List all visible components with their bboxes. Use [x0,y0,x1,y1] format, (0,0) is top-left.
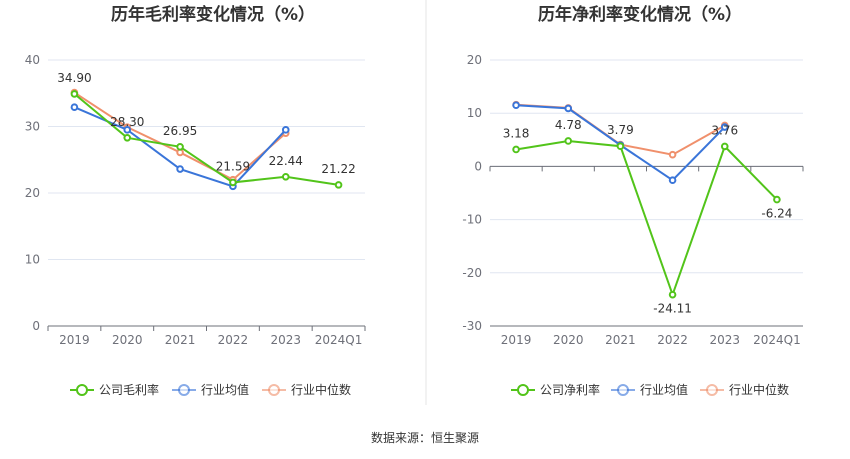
x-tick-label: 2019 [59,333,90,347]
legend-marker [706,384,718,396]
data-point [176,165,184,173]
x-tick-label: 2019 [501,333,532,347]
data-point [176,142,184,151]
data-point [512,145,520,154]
data-point [720,123,729,131]
y-tick-label: 10 [25,253,40,267]
legend-label[interactable]: 行业中位数 [729,382,789,397]
y-tick-label: -20 [462,266,482,280]
data-label: 22.44 [269,154,303,168]
data-point [70,103,79,112]
x-tick-label: 2024Q1 [753,333,801,347]
data-label: -6.24 [761,207,792,221]
data-label: 4.78 [555,118,582,132]
x-tick-label: 2022 [657,333,688,347]
data-label: 26.95 [163,124,197,138]
y-tick-label: 10 [467,106,482,120]
data-label: -24.11 [653,302,692,316]
data-label: 3.76 [711,123,738,137]
x-tick-label: 2020 [553,333,584,347]
x-tick-label: 2020 [112,333,143,347]
data-point [334,181,343,189]
data-point [668,290,677,299]
legend-marker [76,384,88,396]
data-point [281,172,290,181]
data-point [773,195,781,204]
data-label: 34.90 [57,71,91,85]
data-point [229,178,237,187]
data-point [512,101,520,110]
data-point [616,142,625,151]
data-label: 21.59 [216,159,250,173]
y-tick-label: -10 [462,213,482,227]
y-tick-label: 20 [467,53,482,67]
y-tick-label: 0 [32,319,40,333]
legend-marker [517,384,529,396]
legend-marker [268,384,280,396]
data-point [70,90,79,98]
legend-label[interactable]: 行业中位数 [291,382,351,397]
series-line [73,93,339,186]
y-tick-label: 30 [25,120,40,134]
data-label: 21.22 [321,162,355,176]
legend-marker [178,384,190,396]
x-tick-label: 2021 [165,333,196,347]
legend-label[interactable]: 公司毛利率 [99,382,159,397]
y-tick-label: -30 [462,319,482,333]
y-tick-label: 0 [474,159,482,173]
data-point [720,142,729,151]
data-point [668,176,677,185]
data-point [123,126,132,134]
data-label: 3.18 [503,126,530,140]
legend-marker [617,384,629,396]
data-point [123,134,132,142]
series-line [515,139,778,298]
y-tick-label: 20 [25,186,40,200]
data-point [281,126,290,134]
legend-label[interactable]: 行业均值 [201,382,249,397]
gross-margin-chart: 历年毛利率变化情况（%） 0 10 20 30 40 2019 2020 2021 2022 202… [25,4,366,397]
net-margin-chart: 历年净利率变化情况（%） -30 -20 -10 0 10 20 2019 2020 2021 20… [462,4,804,397]
chart-title: 历年毛利率变化情况（%） [111,4,315,25]
x-tick-label: 2023 [270,333,301,347]
data-point [668,150,677,159]
legend-label[interactable]: 公司净利率 [540,382,600,397]
x-tick-label: 2022 [218,333,249,347]
chart-title: 历年净利率变化情况（%） [538,4,742,25]
data-point [564,137,573,145]
x-tick-label: 2024Q1 [315,333,363,347]
data-label: 28.30 [110,115,144,129]
x-tick-label: 2021 [605,333,636,347]
source-note: 数据来源：恒生聚源 [371,430,479,445]
x-tick-label: 2023 [709,333,740,347]
legend-label[interactable]: 行业均值 [640,382,688,397]
data-point [564,104,573,113]
data-label: 3.79 [607,123,634,137]
y-tick-label: 40 [25,53,40,67]
